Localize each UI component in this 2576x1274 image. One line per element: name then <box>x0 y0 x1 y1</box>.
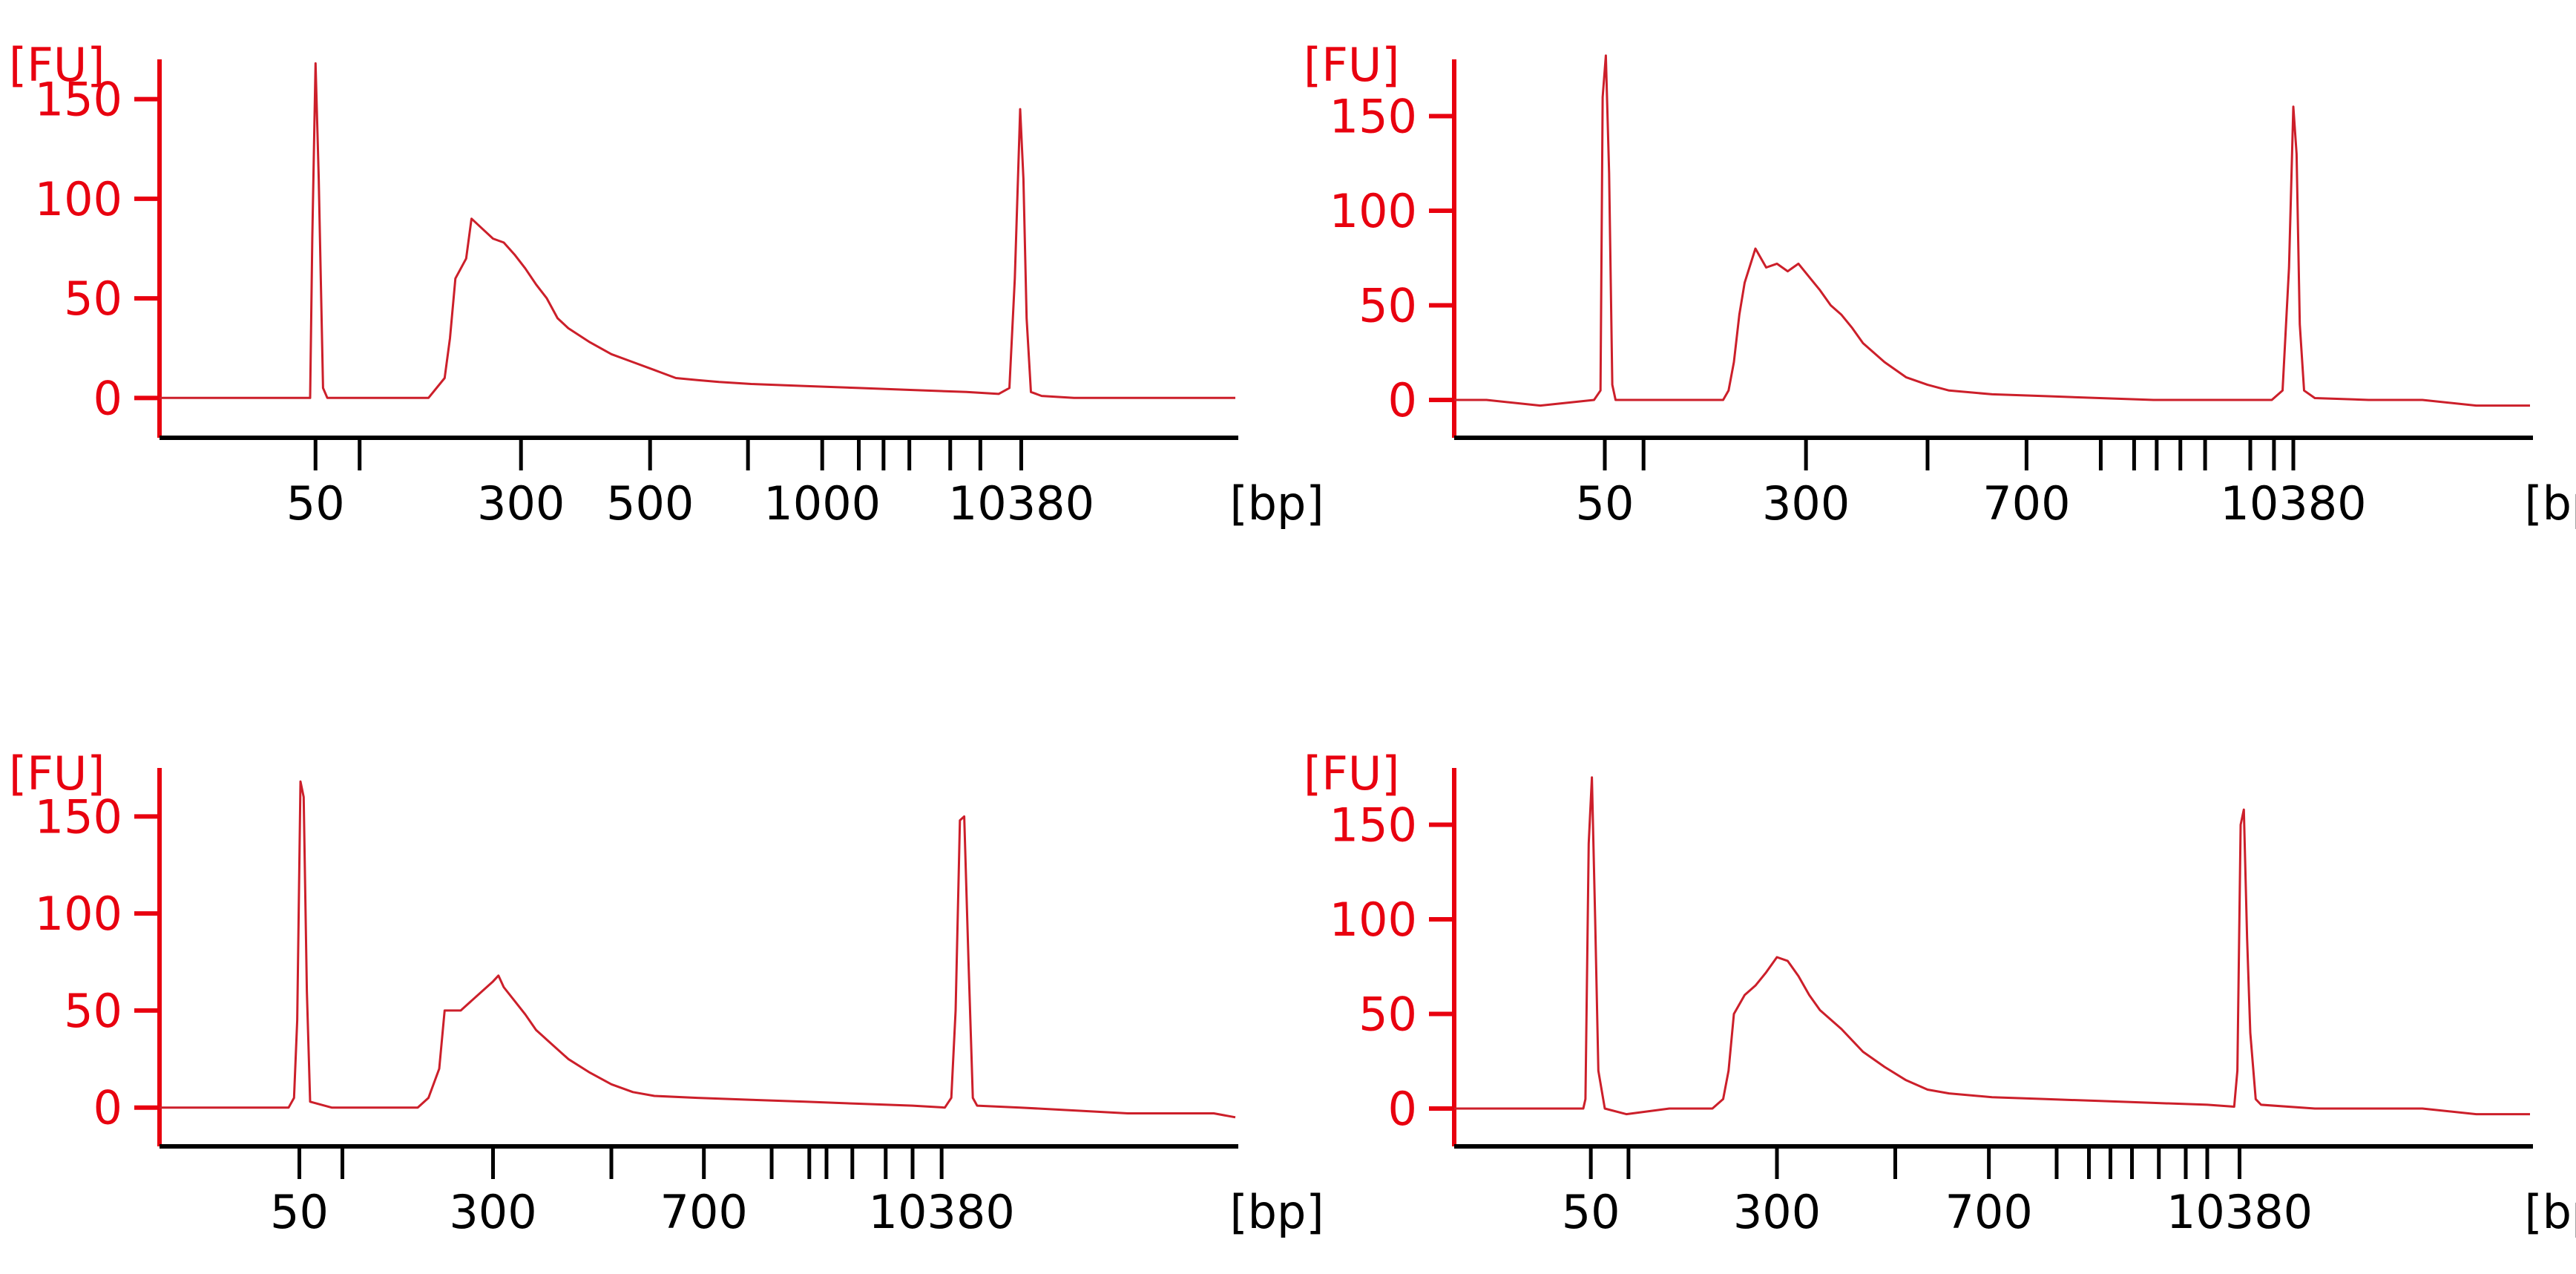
x-axis-unit-label: [bp] <box>2524 1185 2576 1239</box>
trace-line <box>1454 54 2530 407</box>
y-tick-label: 150 <box>35 73 122 127</box>
x-tick-label: 1000 <box>763 476 881 531</box>
x-axis-unit-label: [bp] <box>1229 1185 1324 1239</box>
x-tick-label: 300 <box>1733 1185 1821 1239</box>
chart-panel-top-right: 0 50 100 150[FU] 50 300 700 10380 [bp] <box>1304 38 2576 531</box>
y-tick-label: 50 <box>1358 279 1417 333</box>
y-tick-label: 100 <box>1330 184 1417 238</box>
x-tick-label: 10380 <box>869 1185 1015 1239</box>
trace-line <box>1454 776 2530 1116</box>
y-axis-unit-label: [FU] <box>9 746 105 801</box>
y-axis-unit-label: [FU] <box>1304 38 1399 92</box>
y-tick-label: 150 <box>1330 798 1417 853</box>
y-tick-label: 100 <box>1330 893 1417 947</box>
chart-panel-bottom-left: 0 50 100 150[FU] 50 300 700 10380 [bp] <box>9 746 1324 1239</box>
y-tick-label: 100 <box>35 887 122 941</box>
x-tick-label: 50 <box>286 476 345 531</box>
x-tick-label: 10380 <box>2220 476 2366 531</box>
y-tick-label: 50 <box>64 272 122 326</box>
x-tick-label: 50 <box>270 1185 329 1239</box>
x-tick-label: 700 <box>660 1185 748 1239</box>
x-tick-label: 10380 <box>948 476 1094 531</box>
chart-panel-top-left: 0 50 100 150[FU] 50 300 500 1000 10380 [bp] <box>9 38 1324 531</box>
x-tick-label: 300 <box>449 1185 536 1239</box>
x-tick-label: 300 <box>1762 476 1850 531</box>
x-tick-label: 500 <box>606 476 694 531</box>
y-tick-label: 0 <box>1388 373 1417 427</box>
y-tick-label: 150 <box>35 789 122 844</box>
chart-panel-bottom-right: 0 50 100 150[FU] 50 300 700 10380 [bp] <box>1304 746 2576 1239</box>
x-tick-label: 50 <box>1576 476 1634 531</box>
trace-line <box>160 780 1236 1119</box>
x-tick-label: 300 <box>477 476 565 531</box>
y-axis-unit-label: [FU] <box>1304 746 1399 801</box>
x-tick-label: 50 <box>1562 1185 1620 1239</box>
x-axis-unit-label: [bp] <box>1229 476 1324 531</box>
y-tick-label: 150 <box>1330 90 1417 144</box>
y-tick-label: 50 <box>1358 988 1417 1042</box>
y-axis-unit-label: [FU] <box>9 38 105 92</box>
trace-line <box>160 62 1235 399</box>
y-tick-label: 100 <box>35 172 122 226</box>
x-tick-label: 10380 <box>2166 1185 2313 1239</box>
x-tick-label: 700 <box>1982 476 2070 531</box>
y-tick-label: 0 <box>93 371 122 425</box>
y-tick-label: 50 <box>64 984 122 1038</box>
y-tick-label: 0 <box>1388 1082 1417 1136</box>
y-tick-label: 0 <box>93 1081 122 1135</box>
x-tick-label: 700 <box>1945 1185 2032 1239</box>
x-axis-unit-label: [bp] <box>2524 476 2576 531</box>
